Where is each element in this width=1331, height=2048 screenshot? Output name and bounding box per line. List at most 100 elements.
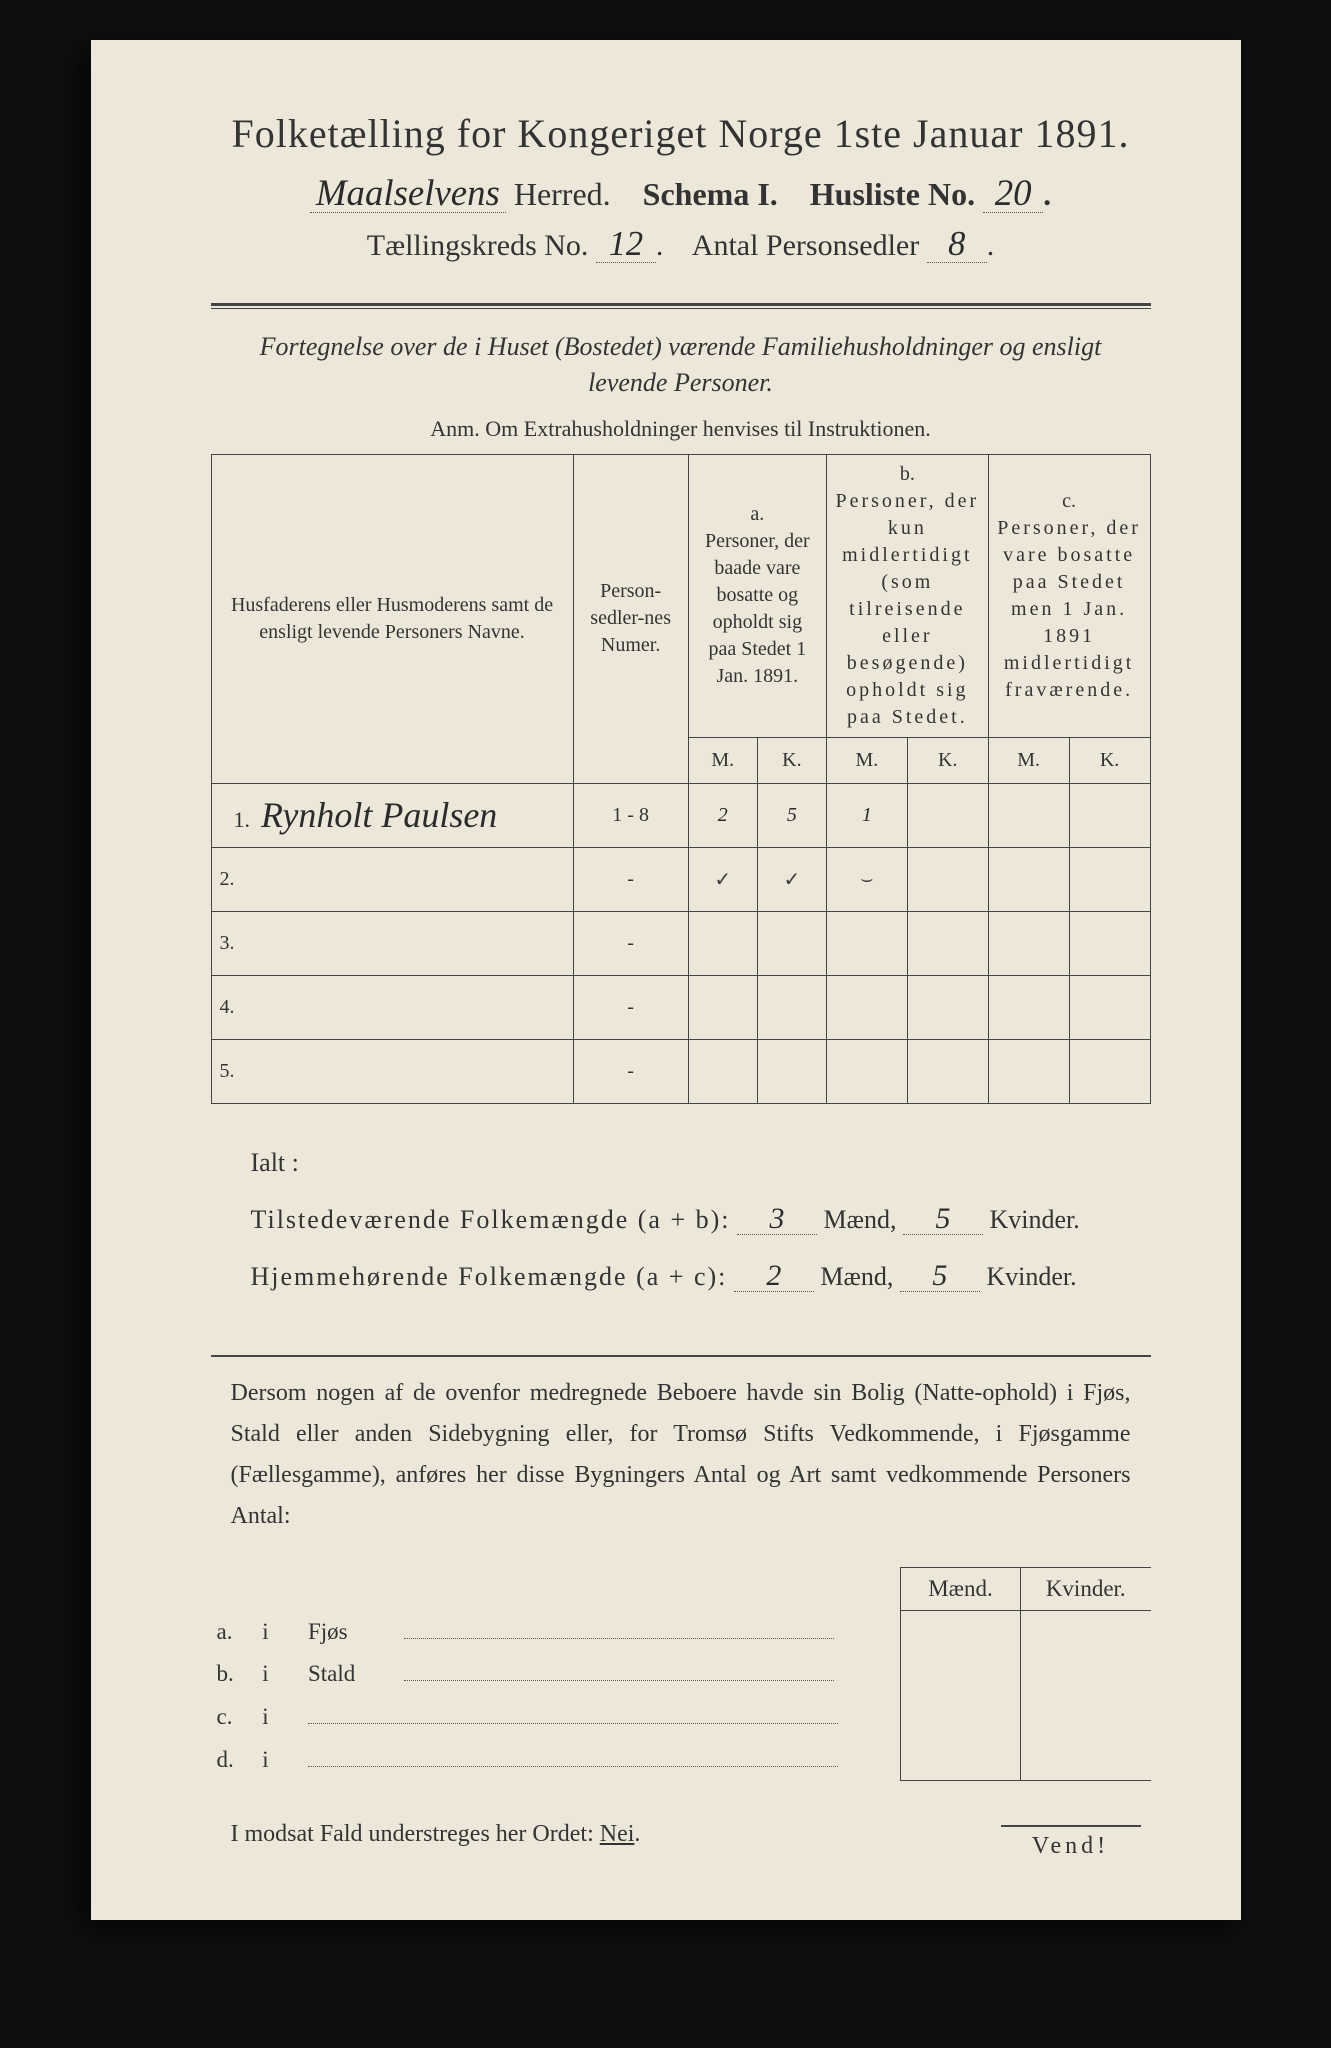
side-k-cell xyxy=(1021,1738,1151,1781)
row-cK xyxy=(1069,783,1150,847)
col-b-label: b. xyxy=(835,461,980,488)
antal-val-handwritten: 8 xyxy=(927,227,987,263)
col-b-text: Personer, der kun midlertidigt (som tilr… xyxy=(835,488,980,731)
side-header-row: Mænd. Kvinder. xyxy=(211,1567,1151,1610)
row-empty xyxy=(1069,911,1150,975)
row-cM xyxy=(988,783,1069,847)
table-row: 2. - ✓ ✓ ⌣ xyxy=(211,847,1150,911)
side-row-text: d. i xyxy=(211,1738,901,1781)
vend-text: Vend! xyxy=(1032,1833,1109,1859)
herred-name-handwritten: Maalselvens xyxy=(310,175,506,213)
side-m-cell xyxy=(901,1738,1021,1781)
row-number: 2. xyxy=(211,847,573,911)
col-c-label: c. xyxy=(997,488,1142,515)
header-line-3: Tællingskreds No. 12. Antal Personsedler… xyxy=(211,227,1151,263)
kreds-label: Tællingskreds No. xyxy=(367,229,589,262)
side-key: a. xyxy=(217,1619,257,1645)
row-empty xyxy=(826,975,907,1039)
tilstede-label: Tilstedeværende Folkemængde (a + b): xyxy=(251,1205,731,1234)
row-num: - xyxy=(573,1039,688,1103)
census-table: Husfaderens eller Husmoderens samt de en… xyxy=(211,454,1151,1104)
table-row: 3. - xyxy=(211,911,1150,975)
side-m-cell xyxy=(901,1653,1021,1696)
a-m-header: M. xyxy=(688,737,757,783)
kreds-no-handwritten: 12 xyxy=(596,227,656,263)
document-paper: Folketælling for Kongeriget Norge 1ste J… xyxy=(91,40,1241,1920)
hjemme-label: Hjemmehørende Folkemængde (a + c): xyxy=(251,1262,728,1291)
col-a-label: a. xyxy=(697,501,818,528)
row-empty xyxy=(757,911,826,975)
row-num: - xyxy=(573,847,688,911)
kvinder-label: Kvinder. xyxy=(986,1262,1076,1291)
hjemme-k: 5 xyxy=(900,1261,980,1292)
antal-label: Antal Personsedler xyxy=(692,229,919,262)
maend-label: Mænd, xyxy=(820,1262,893,1291)
side-row: d. i xyxy=(211,1738,1151,1781)
totals-block: Ialt : Tilstedeværende Folkemængde (a + … xyxy=(251,1134,1111,1306)
side-kvinder-header: Kvinder. xyxy=(1021,1567,1151,1610)
row-empty xyxy=(688,1039,757,1103)
col-c-text: Personer, der vare bosatte paa Stedet me… xyxy=(997,515,1142,704)
row-empty xyxy=(907,1039,988,1103)
side-maend-header: Mænd. xyxy=(901,1567,1021,1610)
row-empty xyxy=(988,911,1069,975)
side-row-text: c. i xyxy=(211,1695,901,1738)
totals-line-1: Tilstedeværende Folkemængde (a + b): 3 M… xyxy=(251,1191,1111,1248)
vend-rule xyxy=(1001,1825,1141,1827)
row-name-handwritten: Rynholt Paulsen xyxy=(255,795,497,835)
side-i: i xyxy=(262,1619,302,1645)
row-empty xyxy=(1069,1039,1150,1103)
row-empty xyxy=(688,975,757,1039)
herred-label: Herred. xyxy=(514,176,611,212)
row-empty xyxy=(1069,847,1150,911)
row-empty xyxy=(688,911,757,975)
totals-line-2: Hjemmehørende Folkemængde (a + c): 2 Mæn… xyxy=(251,1248,1111,1305)
subtitle: Fortegnelse over de i Huset (Bostedet) v… xyxy=(231,329,1131,402)
side-m-cell xyxy=(901,1610,1021,1653)
dotted-line xyxy=(404,1618,834,1639)
anm-note: Anm. Om Extrahusholdninger henvises til … xyxy=(211,416,1151,442)
c-m-header: M. xyxy=(988,737,1069,783)
row-empty xyxy=(1069,975,1150,1039)
side-i: i xyxy=(262,1661,302,1687)
side-key: b. xyxy=(217,1661,257,1687)
table-header-row-1: Husfaderens eller Husmoderens samt de en… xyxy=(211,454,1150,737)
a-k-header: K. xyxy=(757,737,826,783)
side-row: a. i Fjøs xyxy=(211,1610,1151,1653)
main-title: Folketælling for Kongeriget Norge 1ste J… xyxy=(211,110,1151,157)
kvinder-label: Kvinder. xyxy=(989,1205,1079,1234)
scan-frame: Folketælling for Kongeriget Norge 1ste J… xyxy=(0,0,1331,2048)
dotted-line xyxy=(404,1661,834,1682)
side-m-cell xyxy=(901,1695,1021,1738)
row-mark: ⌣ xyxy=(826,847,907,911)
husliste-label: Husliste No. xyxy=(810,176,975,212)
col-c-header: c. Personer, der vare bosatte paa Stedet… xyxy=(988,454,1150,737)
table-row: 1. Rynholt Paulsen 1 - 8 2 5 1 xyxy=(211,783,1150,847)
row-empty xyxy=(826,1039,907,1103)
side-key: d. xyxy=(217,1747,257,1773)
side-row: b. i Stald xyxy=(211,1653,1151,1696)
side-row: c. i xyxy=(211,1695,1151,1738)
row-empty xyxy=(907,975,988,1039)
row-empty xyxy=(988,975,1069,1039)
schema-label: Schema I. xyxy=(643,176,778,212)
side-type: Stald xyxy=(308,1661,398,1687)
col-b-header: b. Personer, der kun midlertidigt (som t… xyxy=(826,454,988,737)
side-row-text: b. i Stald xyxy=(211,1653,901,1696)
b-k-header: K. xyxy=(907,737,988,783)
maend-label: Mænd, xyxy=(824,1205,897,1234)
row-name-cell: 1. Rynholt Paulsen xyxy=(211,783,573,847)
side-row-text: a. i Fjøs xyxy=(211,1610,901,1653)
side-k-cell xyxy=(1021,1695,1151,1738)
side-type: Fjøs xyxy=(308,1619,398,1645)
row-num: - xyxy=(573,975,688,1039)
row-number: 1. xyxy=(220,807,251,832)
row-empty xyxy=(757,1039,826,1103)
row-bK xyxy=(907,783,988,847)
row-aM: 2 xyxy=(688,783,757,847)
col-name-header: Husfaderens eller Husmoderens samt de en… xyxy=(211,454,573,783)
side-i: i xyxy=(262,1747,302,1773)
husliste-no-handwritten: 20 xyxy=(983,175,1043,213)
tilstede-k: 5 xyxy=(903,1204,983,1235)
rule-mid xyxy=(211,1355,1151,1357)
